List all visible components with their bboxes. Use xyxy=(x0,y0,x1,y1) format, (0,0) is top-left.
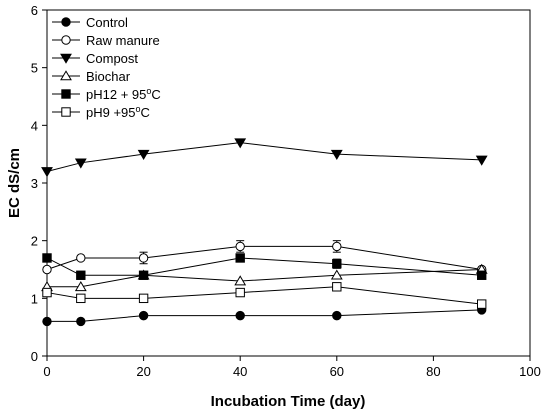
legend-item: pH9 +95oC xyxy=(52,104,150,120)
data-point xyxy=(332,282,342,292)
series-ph9-95 xyxy=(42,282,487,309)
y-tick-label: 0 xyxy=(31,349,38,364)
legend-marker xyxy=(61,89,71,99)
data-point xyxy=(330,149,343,160)
legend-marker xyxy=(60,53,72,64)
x-tick-label: 100 xyxy=(519,364,541,379)
series-raw-manure xyxy=(42,240,487,275)
series-line xyxy=(47,309,482,322)
legend-item: Control xyxy=(52,15,128,30)
data-point xyxy=(138,310,149,321)
data-point xyxy=(76,316,86,327)
data-point xyxy=(138,293,149,304)
data-point xyxy=(76,270,86,280)
data-point xyxy=(137,149,150,160)
y-tick-label: 5 xyxy=(31,61,38,76)
data-point xyxy=(74,281,87,292)
legend-marker xyxy=(61,17,71,27)
data-point xyxy=(42,253,52,263)
data-point xyxy=(138,253,149,263)
data-point xyxy=(234,138,247,149)
data-point xyxy=(332,241,342,252)
data-point xyxy=(235,287,245,298)
y-tick-label: 2 xyxy=(31,234,38,249)
data-point xyxy=(74,158,87,169)
y-tick-label: 3 xyxy=(31,176,38,191)
legend-item: pH12 + 95oC xyxy=(52,86,161,102)
data-point xyxy=(235,310,245,321)
x-tick-label: 80 xyxy=(426,364,440,379)
data-point xyxy=(332,259,342,269)
data-point xyxy=(42,316,52,327)
data-point xyxy=(42,264,52,275)
series-layer xyxy=(41,138,488,327)
data-point xyxy=(235,253,245,263)
data-point xyxy=(477,299,487,309)
series-line xyxy=(46,142,482,172)
legend-marker xyxy=(60,70,72,81)
series-line xyxy=(46,257,482,276)
x-tick-label: 40 xyxy=(233,364,247,379)
series-line xyxy=(46,245,482,270)
data-point xyxy=(41,167,53,178)
legend-label: pH9 +95oC xyxy=(86,104,150,120)
legend-label: Control xyxy=(86,15,128,30)
axis-ticks: 0 20 40 60 80 100 0 1 2 3 4 5 6 xyxy=(31,3,541,379)
x-tick-label: 20 xyxy=(136,364,150,379)
legend-marker xyxy=(61,107,71,117)
y-tick-label: 4 xyxy=(31,118,38,133)
legend-item: Compost xyxy=(52,51,138,66)
data-point xyxy=(76,293,86,304)
legend-label: Raw manure xyxy=(86,33,160,48)
data-point xyxy=(332,310,342,321)
data-point xyxy=(76,253,86,263)
legend-marker xyxy=(61,35,71,45)
legend-item: Raw manure xyxy=(52,33,160,48)
series-line xyxy=(47,269,482,288)
data-point xyxy=(42,287,52,298)
legend-label: pH12 + 95oC xyxy=(86,86,161,102)
data-point xyxy=(477,270,487,280)
series-biochar xyxy=(41,263,488,292)
x-axis-title: Incubation Time (day) xyxy=(211,393,366,410)
y-tick-label: 6 xyxy=(31,3,38,18)
y-axis-title: EC dS/cm xyxy=(6,148,23,218)
y-tick-label: 1 xyxy=(31,291,38,306)
series-line xyxy=(46,286,482,305)
data-point xyxy=(475,155,488,166)
legend-item: Biochar xyxy=(52,69,131,84)
legend: Control Raw manure Compost Biochar pH12 + 95… xyxy=(52,15,161,120)
data-point xyxy=(235,241,245,252)
series-ph12-95 xyxy=(42,253,487,280)
data-point xyxy=(138,270,149,280)
series-control xyxy=(42,305,487,327)
x-tick-label: 60 xyxy=(330,364,344,379)
legend-label: Biochar xyxy=(86,69,131,84)
data-point xyxy=(330,269,343,280)
series-compost xyxy=(41,138,488,178)
x-tick-label: 0 xyxy=(43,364,50,379)
legend-label: Compost xyxy=(86,51,138,66)
data-point xyxy=(234,275,247,286)
